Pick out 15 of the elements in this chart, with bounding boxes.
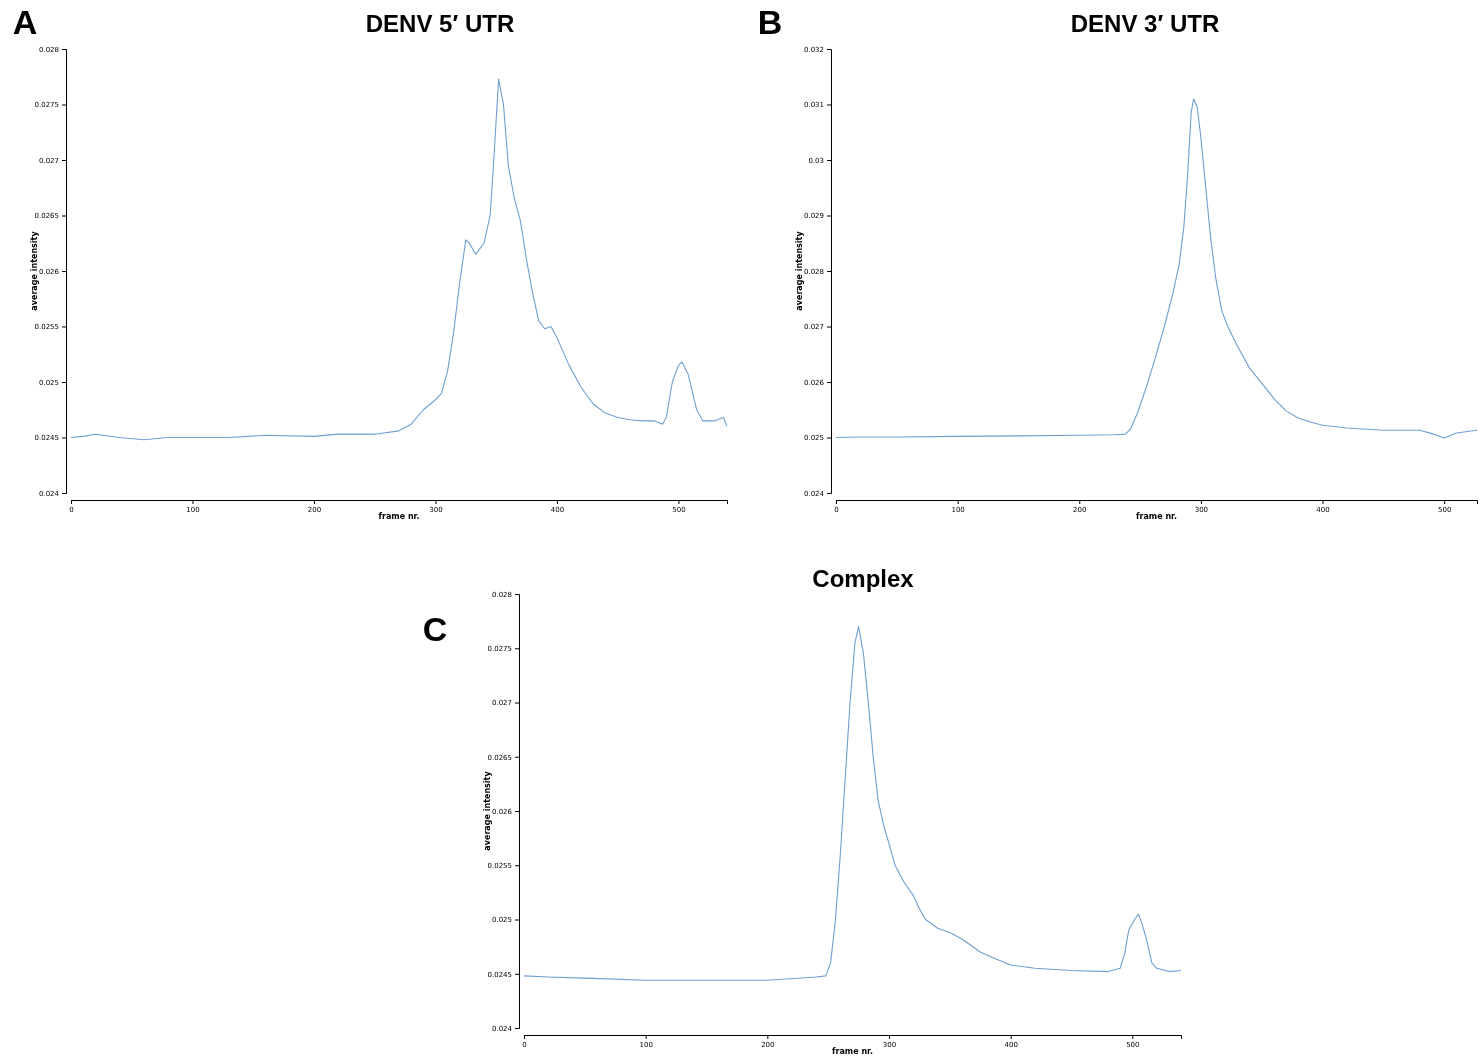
x-axis-title: frame nr. [1136, 512, 1177, 521]
chart-title: DENV 3′ UTR [1070, 10, 1220, 37]
y-axis-title: average intensity [795, 230, 804, 311]
y-axis-title: average intensity [30, 230, 39, 311]
x-axis-title: frame nr. [832, 1047, 873, 1056]
chart-title: Complex [812, 565, 915, 592]
x-axis-title: frame nr. [378, 512, 420, 521]
text: C [422, 610, 448, 648]
chart-title: DENV 5′ UTR [365, 10, 515, 37]
line-series [835, 98, 1478, 439]
y-axis-title: average intensity [483, 770, 492, 851]
text: A [12, 3, 38, 41]
text: B [757, 3, 783, 41]
line-series [70, 78, 728, 441]
line-series [523, 626, 1182, 981]
